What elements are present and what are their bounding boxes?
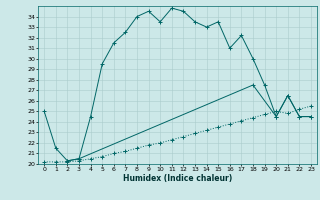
X-axis label: Humidex (Indice chaleur): Humidex (Indice chaleur)	[123, 174, 232, 183]
